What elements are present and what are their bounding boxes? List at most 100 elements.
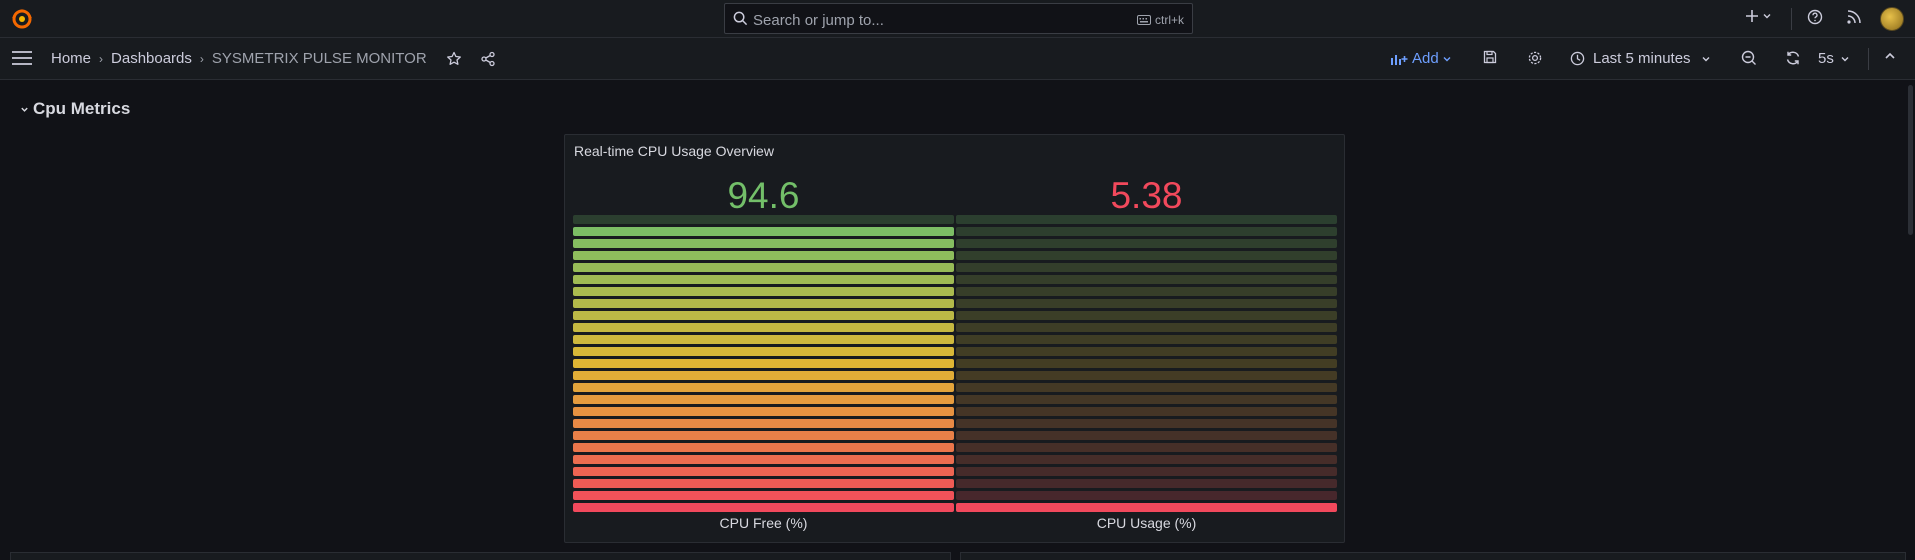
bar-gauge-cell [956,299,1337,308]
bar-gauge-cell [573,383,954,392]
grafana-logo-icon[interactable] [10,7,34,31]
time-range-label: Last 5 minutes [1593,50,1691,67]
next-panel-left [10,552,951,560]
shortcut-label: ctrl+k [1154,13,1184,27]
bar-gauge-cell [573,299,954,308]
divider [1868,48,1869,70]
bar-gauge-cell [573,371,954,380]
help-icon [1807,9,1823,25]
chevron-up-icon [1885,52,1895,59]
clock-icon [1570,51,1585,66]
bar-gauge-cell [573,395,954,404]
bar-gauge-cell [573,287,954,296]
row-toggle-cpu-metrics[interactable]: Cpu Metrics [20,99,130,119]
bar-gauge-cell [956,503,1337,512]
dashboard-settings-button[interactable] [1527,50,1543,66]
bar-gauge-cell [573,431,954,440]
chevron-down-icon [1702,56,1710,61]
bar-gauge-cell [573,251,954,260]
bar-gauge-cell [956,383,1337,392]
breadcrumb-dashboards[interactable]: Dashboards [111,50,192,67]
gauge-value-cpu-usage: 5.38 [1110,175,1183,216]
bar-gauge-cell [956,395,1337,404]
breadcrumb-home[interactable]: Home [51,50,92,67]
bar-gauge-cell [956,323,1337,332]
search-shortcut: ctrl+k [1136,13,1184,27]
bar-gauge-cell [573,455,954,464]
chevron-down-icon [21,107,28,112]
time-range-picker[interactable]: Last 5 minutes [1570,50,1711,67]
search-icon [733,11,748,26]
bar-gauge-cell [573,239,954,248]
bar-gauge-cell [573,443,954,452]
share-icon[interactable] [480,51,496,67]
add-button-label: Add [1412,50,1439,67]
bar-gauge-cell [573,227,954,236]
bar-gauge-cell [573,419,954,428]
bar-gauge-cell [956,479,1337,488]
bar-gauge-cell [956,359,1337,368]
bar-gauge-cell [573,359,954,368]
page-scrollbar[interactable] [1908,85,1913,235]
next-panel-right [960,552,1906,560]
bar-gauge-cell [573,467,954,476]
bar-gauge-cell [573,263,954,272]
chevron-down-icon [1841,56,1849,61]
bar-gauge-cell [573,491,954,500]
refresh-button[interactable] [1785,50,1801,66]
save-icon [1483,50,1497,64]
row-title: Cpu Metrics [33,99,131,118]
new-menu-button[interactable] [1745,9,1772,23]
menu-icon[interactable] [12,50,32,66]
bar-gauge-cpu-usage [956,215,1337,512]
refresh-interval-label: 5s [1818,50,1834,67]
bar-gauge-cell [573,503,954,512]
refresh-icon [1786,51,1800,65]
add-button[interactable]: Add [1390,50,1452,67]
breadcrumb-separator: › [99,51,104,66]
panel-title: Real-time CPU Usage Overview [574,143,774,159]
bar-gauge-cell [956,347,1337,356]
bar-gauge-cell [573,215,954,224]
bar-gauge-cell [573,323,954,332]
bar-gauge-cell [573,311,954,320]
refresh-interval-picker[interactable]: 5s [1818,50,1850,67]
gauge-label-cpu-free: CPU Free (%) [719,515,808,531]
add-panel-icon [1391,54,1408,65]
chevron-down-icon [1443,56,1451,61]
bar-gauge-cell [956,227,1337,236]
bar-gauge-cell [956,215,1337,224]
help-button[interactable] [1807,9,1823,25]
bar-gauge-cell [573,347,954,356]
bar-gauge-cell [956,371,1337,380]
keyboard-icon [1136,15,1151,25]
user-avatar[interactable] [1880,7,1904,31]
divider [1791,8,1792,30]
chevron-down-icon [1763,14,1771,19]
breadcrumb-current: SYSMETRIX PULSE MONITOR [211,50,427,67]
collapse-toolbar-button[interactable] [1884,50,1896,62]
zoom-out-button[interactable] [1741,50,1757,66]
search-input[interactable]: Search or jump to... ctrl+k [724,3,1193,34]
rss-icon [1847,10,1861,24]
top-bar: Search or jump to... ctrl+k [0,0,1915,38]
bar-gauge-cell [956,467,1337,476]
bar-gauge-cell [956,263,1337,272]
bar-gauge-cell [956,239,1337,248]
bar-gauge-cell [956,431,1337,440]
bar-gauge-cell [956,287,1337,296]
bar-gauge-cell [956,407,1337,416]
cpu-usage-panel[interactable]: Real-time CPU Usage Overview 94.6 5.38 C… [564,134,1345,543]
gear-icon [1528,51,1542,65]
dashboard-nav-bar: Home › Dashboards › SYSMETRIX PULSE MONI… [0,38,1915,80]
news-button[interactable] [1846,9,1862,25]
bar-gauge-cell [956,443,1337,452]
star-icon[interactable] [446,51,462,67]
save-dashboard-button[interactable] [1483,50,1497,64]
breadcrumb: Home › Dashboards › SYSMETRIX PULSE MONI… [51,50,496,67]
search-placeholder: Search or jump to... [753,12,884,29]
bar-gauge-cell [573,275,954,284]
bar-gauge-cell [956,311,1337,320]
bar-gauge-cpu-free [573,215,954,512]
gauge-label-cpu-usage: CPU Usage (%) [1096,515,1197,531]
